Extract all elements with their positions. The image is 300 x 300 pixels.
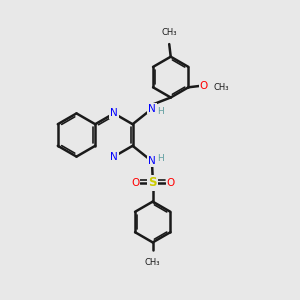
Text: CH₃: CH₃ xyxy=(145,258,161,267)
Text: N: N xyxy=(110,152,118,162)
Text: H: H xyxy=(157,107,164,116)
Text: N: N xyxy=(148,156,156,167)
Text: O: O xyxy=(199,81,208,91)
Text: CH₃: CH₃ xyxy=(161,28,177,38)
Text: O: O xyxy=(166,178,175,188)
Text: O: O xyxy=(131,178,139,188)
Text: CH₃: CH₃ xyxy=(214,83,229,92)
Text: N: N xyxy=(148,103,156,114)
Text: N: N xyxy=(110,108,118,118)
Text: H: H xyxy=(157,154,164,163)
Text: S: S xyxy=(148,176,157,190)
